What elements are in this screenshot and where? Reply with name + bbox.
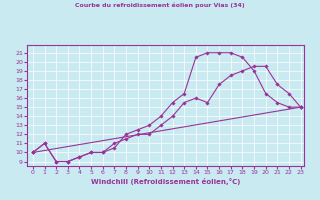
Text: Courbe du refroidissement éolien pour Vias (34): Courbe du refroidissement éolien pour Vi…: [75, 2, 245, 7]
X-axis label: Windchill (Refroidissement éolien,°C): Windchill (Refroidissement éolien,°C): [91, 178, 240, 185]
